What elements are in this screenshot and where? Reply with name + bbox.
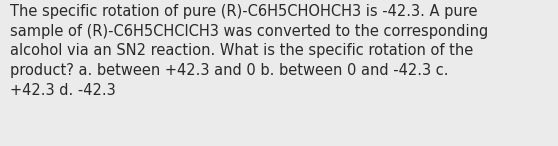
Text: The specific rotation of pure (R)-C6H5CHOHCH3 is -42.3. A pure
sample of (R)-C6H: The specific rotation of pure (R)-C6H5CH… <box>10 4 488 98</box>
